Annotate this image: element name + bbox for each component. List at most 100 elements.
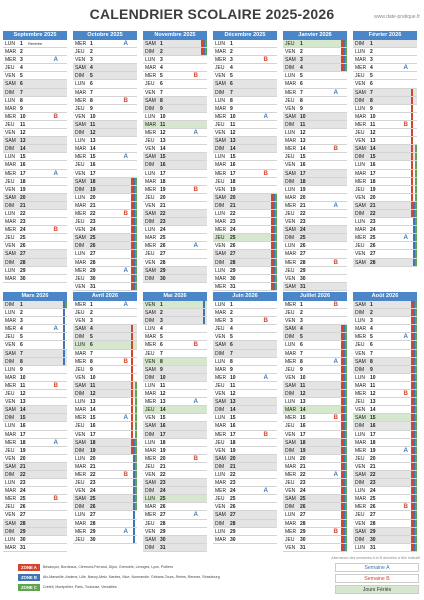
- day-name: MAR: [285, 463, 297, 470]
- day-row: SAM 14: [353, 145, 417, 154]
- day-name: JEU: [5, 65, 15, 72]
- day-row: MER 22 B: [73, 470, 137, 480]
- day-name: DIM: [285, 391, 295, 398]
- day-name: VEN: [145, 528, 156, 535]
- week-letter: B: [123, 96, 128, 104]
- vacation-bar-zone-a: [341, 511, 343, 519]
- day-number: 3: [300, 318, 303, 325]
- day-row: DIM 28: [3, 258, 67, 267]
- day-row: JEU 11: [213, 382, 277, 391]
- day-name: JEU: [5, 334, 15, 341]
- day-name: MAR: [5, 318, 17, 325]
- day-name: MER: [75, 528, 87, 535]
- day-name: JEU: [5, 235, 15, 242]
- day-number: 6: [90, 81, 93, 88]
- day-name: VEN: [285, 318, 296, 325]
- vacation-bar-zone-b: [413, 495, 415, 503]
- vacation-bar-zone-b: [133, 470, 135, 479]
- vacation-bar-zone-c: [345, 422, 347, 430]
- day-row: MER 13 A: [143, 398, 207, 407]
- vacation-bar-zone-a: [341, 365, 343, 373]
- day-name: MAR: [145, 334, 157, 341]
- vacation-bar-zone-b: [413, 430, 415, 438]
- day-number: 19: [300, 447, 306, 454]
- day-name: MER: [285, 358, 297, 365]
- day-name: VEN: [215, 504, 226, 511]
- vacation-bar-zone-c: [415, 357, 417, 365]
- vacation-bar-zone-a: [271, 274, 273, 282]
- day-row: SAM 16: [143, 422, 207, 431]
- day-number: 8: [160, 97, 163, 104]
- day-number: 6: [370, 342, 373, 349]
- day-name: JEU: [355, 342, 365, 349]
- day-row: MER 8 B: [73, 97, 137, 105]
- day-number: 10: [370, 113, 376, 120]
- day-row: MAR 4: [353, 325, 417, 334]
- day-number: 18: [230, 178, 236, 185]
- day-number: 25: [230, 496, 236, 503]
- day-row: LUN 20: [73, 193, 137, 202]
- vacation-bar-zone-a: [411, 503, 413, 511]
- day-number: 15: [20, 154, 26, 161]
- day-name: MER: [5, 382, 17, 389]
- day-row: SAM 3: [283, 56, 347, 65]
- day-row: VEN 28: [143, 259, 207, 267]
- day-number: 8: [20, 97, 23, 104]
- day-row: MER 4 A: [353, 64, 417, 73]
- vacation-bar-zone-a: [341, 333, 343, 341]
- day-name: VEN: [355, 251, 366, 258]
- day-row: MER 3 B: [213, 56, 277, 65]
- day-name: JEU: [285, 154, 295, 161]
- day-number: 29: [90, 528, 96, 535]
- day-number: 27: [90, 512, 96, 519]
- day-name: VEN: [5, 399, 16, 406]
- vacation-bar-zone-b: [63, 357, 65, 365]
- day-row: SAM 18: [73, 177, 137, 186]
- day-number: 15: [230, 415, 236, 422]
- day-number: 1: [230, 41, 233, 47]
- day-row: VEN 5: [3, 72, 67, 81]
- day-row: VEN 31: [283, 543, 347, 552]
- day-row: SAM 6: [213, 80, 277, 89]
- vacation-bar-zone-a: [411, 381, 413, 390]
- vacation-bar-zone-a: [341, 446, 343, 454]
- day-name: LUN: [75, 251, 86, 258]
- vacation-bar-zone-c: [135, 462, 137, 470]
- vacation-bar-zone-a: [341, 406, 343, 414]
- day-row: LUN 11: [143, 382, 207, 391]
- vacation-bar-zone-b: [413, 226, 415, 234]
- vacation-bar-zone-b: [413, 349, 415, 357]
- month-header: Février 2026: [353, 31, 417, 40]
- day-row: SAM 10: [283, 112, 347, 121]
- vacation-bar-zone-b: [133, 454, 135, 462]
- day-row: LUN 22: [3, 210, 67, 219]
- day-row: MER 27 A: [143, 511, 207, 520]
- day-number: 11: [90, 121, 96, 128]
- day-name: MER: [75, 358, 87, 365]
- day-number: 28: [370, 520, 376, 527]
- day-name: JEU: [5, 121, 15, 128]
- week-letter: A: [53, 438, 58, 446]
- day-number: 24: [230, 488, 236, 495]
- day-name: JEU: [215, 235, 225, 242]
- vacation-bar-zone-b: [133, 487, 135, 495]
- day-number: 8: [370, 358, 373, 365]
- day-name: LUN: [145, 439, 156, 446]
- vacation-bar-zone-c: [415, 218, 417, 226]
- vacation-bar-zone-a: [341, 398, 343, 406]
- day-number: 13: [370, 399, 376, 406]
- day-row: LUN 8: [213, 358, 277, 366]
- day-name: JEU: [215, 382, 225, 389]
- vacation-bar-zone-c: [345, 519, 347, 527]
- vacation-bar-zone-b: [273, 218, 275, 226]
- day-number: 23: [160, 480, 166, 487]
- vacation-bar-zone-a: [411, 487, 413, 495]
- day-name: DIM: [145, 318, 155, 325]
- day-name: MER: [285, 146, 297, 153]
- vacation-bar-zone-a: [411, 333, 413, 341]
- day-name: LUN: [5, 41, 16, 47]
- vacation-bar-zone-c: [135, 218, 137, 226]
- day-row: LUN 6: [283, 341, 347, 350]
- day-name: DIM: [5, 259, 15, 266]
- day-row: DIM 19: [283, 446, 347, 455]
